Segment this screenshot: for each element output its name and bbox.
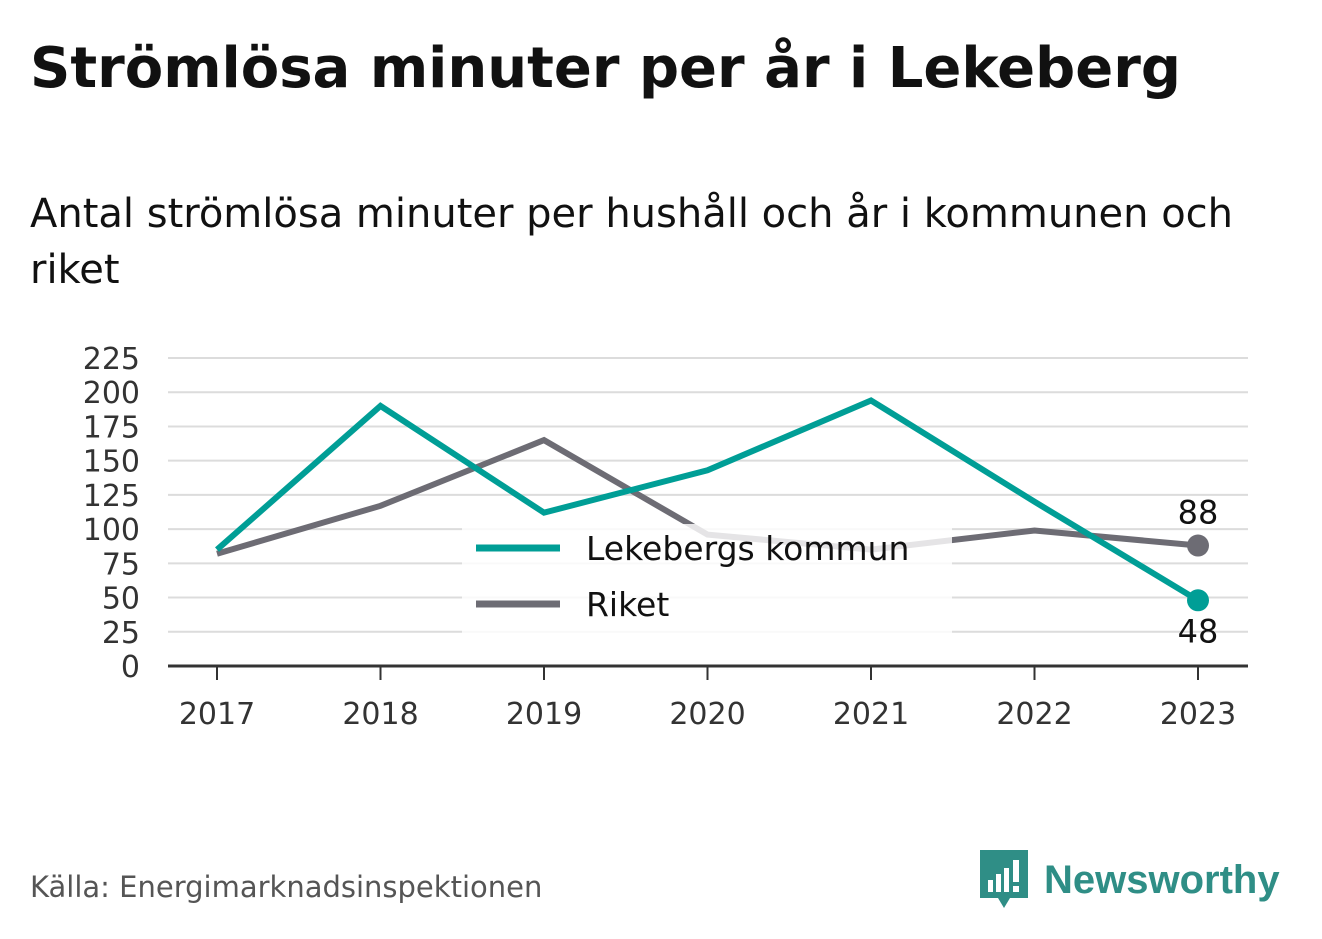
legend-label: Lekebergs kommun	[586, 529, 909, 568]
end-value-label: 88	[1178, 494, 1219, 532]
y-tick-label: 50	[102, 582, 140, 617]
legend-box	[462, 524, 952, 634]
y-tick-label: 150	[83, 445, 140, 480]
chart-subtitle: Antal strömlösa minuter per hushåll och …	[30, 191, 1234, 293]
y-tick-label: 100	[83, 513, 140, 548]
y-tick-label: 0	[121, 650, 140, 685]
end-value-label: 48	[1178, 612, 1219, 650]
y-tick-label: 25	[102, 616, 140, 651]
y-tick-label: 225	[83, 342, 140, 377]
y-tick-label: 125	[83, 479, 140, 514]
x-tick-label: 2022	[996, 697, 1072, 732]
y-tick-label: 200	[83, 376, 140, 411]
source-note: Källa: Energimarknadsinspektionen	[30, 870, 543, 904]
y-tick-label: 75	[102, 547, 140, 582]
newsworthy-logo-icon	[980, 850, 1028, 908]
x-tick-label: 2021	[833, 697, 909, 732]
x-tick-label: 2019	[506, 697, 582, 732]
x-tick-label: 2023	[1160, 697, 1236, 732]
series-line-lekeberg	[215, 397, 1200, 603]
y-tick-label: 175	[83, 410, 140, 445]
end-point-marker	[1187, 534, 1209, 557]
x-tick-label: 2018	[342, 697, 418, 732]
x-tick-label: 2017	[179, 697, 255, 732]
x-tick-label: 2020	[669, 697, 745, 732]
brand: Newsworthy	[980, 850, 1280, 910]
brand-name: Newsworthy	[1044, 857, 1280, 902]
end-point-marker	[1187, 589, 1209, 612]
legend-label: Riket	[586, 585, 669, 624]
chart-title: Strömlösa minuter per år i Lekeberg	[30, 36, 1181, 101]
